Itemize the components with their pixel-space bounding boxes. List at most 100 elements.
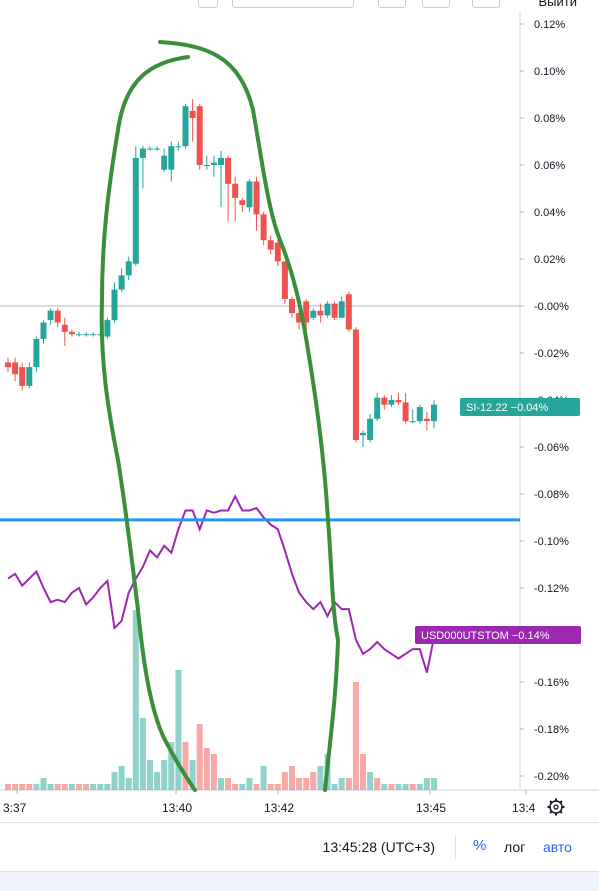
candle-body bbox=[68, 331, 75, 335]
candle-body bbox=[409, 421, 416, 423]
volume-bar bbox=[19, 784, 26, 790]
top-toolbar: Выйти bbox=[0, 0, 599, 12]
volume-bars bbox=[5, 610, 437, 790]
price-badge-text: USD000UTSTOM −0.14% bbox=[421, 630, 550, 642]
settings-button[interactable] bbox=[378, 0, 406, 8]
volume-bar bbox=[260, 766, 267, 790]
screenshot-button[interactable] bbox=[472, 0, 500, 8]
candle-body bbox=[40, 322, 47, 339]
log-scale-button[interactable]: лог bbox=[504, 839, 526, 855]
volume-bar bbox=[296, 778, 303, 790]
candle-body bbox=[5, 362, 11, 368]
y-tick-label: -0.12% bbox=[534, 583, 569, 595]
toolbar-button[interactable] bbox=[198, 0, 218, 8]
volume-bar bbox=[409, 784, 416, 790]
gear-icon-tooth bbox=[559, 800, 563, 804]
candle-body bbox=[281, 261, 288, 299]
y-tick-label: -0.20% bbox=[534, 771, 569, 783]
volume-bar bbox=[374, 778, 381, 790]
candle-body bbox=[47, 310, 54, 321]
clock-readout: 13:45:28 (UTC+3) bbox=[322, 839, 435, 855]
annotation-drawing[interactable] bbox=[99, 40, 340, 792]
volume-bar bbox=[402, 784, 409, 790]
volume-bar bbox=[381, 784, 388, 790]
y-tick-label: -0.00% bbox=[534, 301, 569, 313]
toolbar-button[interactable] bbox=[232, 0, 354, 8]
candle-body bbox=[196, 106, 203, 165]
candle-body bbox=[338, 301, 345, 318]
candle-body bbox=[19, 367, 26, 386]
volume-bar bbox=[345, 778, 352, 790]
volume-bar bbox=[281, 772, 288, 790]
auto-scale-button[interactable]: авто bbox=[543, 839, 572, 855]
compare-series bbox=[7, 494, 435, 673]
candle-body bbox=[374, 397, 381, 419]
candle-body bbox=[182, 106, 189, 147]
y-tick-label: -0.06% bbox=[534, 442, 569, 454]
time-scale[interactable]: 3:37 13:40 13:42 13:45 13:4 bbox=[3, 790, 536, 815]
candle-body bbox=[111, 289, 118, 321]
volume-bar bbox=[104, 784, 111, 790]
volume-bar bbox=[395, 784, 402, 790]
volume-bar bbox=[12, 784, 19, 790]
volume-bar bbox=[331, 784, 338, 790]
candlesticks bbox=[5, 99, 437, 447]
candle-body bbox=[367, 418, 374, 440]
gear-icon-tooth bbox=[549, 810, 553, 814]
fullscreen-button[interactable] bbox=[422, 0, 450, 8]
volume-bar bbox=[289, 766, 295, 790]
volume-bar bbox=[168, 742, 175, 790]
price-badge-text: SI-12.22 −0.04% bbox=[466, 402, 548, 414]
candle-body bbox=[317, 310, 324, 316]
candle-body bbox=[12, 362, 19, 375]
volume-bar bbox=[225, 778, 232, 790]
y-tick-label: 0.08% bbox=[534, 113, 565, 125]
volume-bar bbox=[161, 760, 168, 790]
candle-body bbox=[147, 148, 153, 150]
divider bbox=[455, 835, 456, 859]
candle-body bbox=[303, 301, 310, 323]
y-tick-label: -0.08% bbox=[534, 489, 569, 501]
price-badge bbox=[460, 398, 580, 417]
volume-bar bbox=[388, 784, 395, 790]
y-tick-label: -0.16% bbox=[534, 677, 569, 689]
footer-strip bbox=[0, 871, 599, 891]
y-tick-label: -0.02% bbox=[534, 348, 569, 360]
candle-body bbox=[125, 261, 132, 276]
candle-body bbox=[26, 367, 33, 386]
candle-body bbox=[54, 310, 61, 323]
exit-button[interactable]: Выйти bbox=[538, 0, 578, 9]
candle-body bbox=[76, 334, 82, 336]
volume-bar bbox=[416, 784, 423, 790]
candle-body bbox=[423, 418, 430, 422]
candle-body bbox=[210, 162, 217, 165]
candle-body bbox=[381, 397, 388, 405]
gear-icon[interactable] bbox=[547, 798, 565, 816]
gear-icon-hub bbox=[553, 804, 559, 810]
x-tick-label: 13:42 bbox=[264, 801, 294, 815]
price-scale[interactable]: 0.12% 0.10% 0.08% 0.06% 0.04% 0.02% -0.00% -0.0… bbox=[520, 19, 569, 783]
volume-bar bbox=[147, 760, 153, 790]
volume-bar bbox=[139, 718, 146, 790]
candle-body bbox=[61, 324, 68, 332]
annotation-loop bbox=[99, 40, 340, 792]
price-badge bbox=[415, 626, 581, 644]
candle-body bbox=[189, 110, 196, 118]
percent-scale-button[interactable]: % bbox=[473, 837, 487, 854]
volume-bar bbox=[154, 772, 161, 790]
volume-bar bbox=[274, 784, 281, 790]
x-tick-label: 13:40 bbox=[162, 801, 192, 815]
candle-body bbox=[260, 214, 267, 241]
candle-body bbox=[246, 181, 253, 208]
volume-bar bbox=[317, 766, 324, 790]
volume-bar bbox=[33, 784, 40, 790]
price-chart[interactable]: 0.12% 0.10% 0.08% 0.06% 0.04% 0.02% -0.00% -0.0… bbox=[0, 0, 599, 822]
candle-body bbox=[161, 155, 168, 170]
volume-bar bbox=[68, 784, 75, 790]
candle-body bbox=[168, 146, 175, 170]
y-tick-label: 0.12% bbox=[534, 19, 565, 31]
volume-bar bbox=[61, 784, 68, 790]
volume-bar bbox=[189, 760, 196, 790]
candle-body bbox=[352, 329, 359, 440]
candle-body bbox=[402, 402, 409, 422]
